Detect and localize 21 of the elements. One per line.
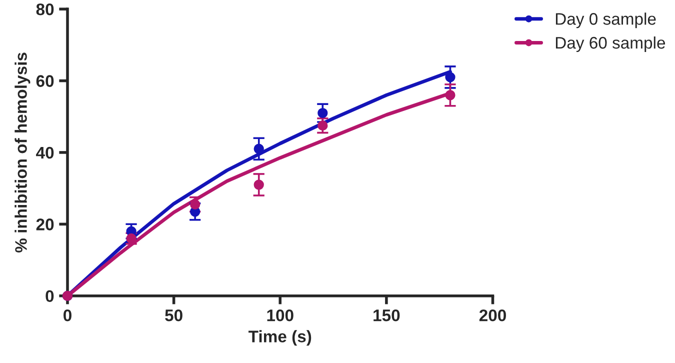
y-tick-label: 60 bbox=[36, 75, 54, 87]
legend-label: Day 0 sample bbox=[556, 12, 656, 28]
point bbox=[445, 90, 456, 100]
x-axis-title: Time (s) bbox=[248, 330, 312, 346]
point bbox=[445, 72, 456, 82]
x-tick-label: 50 bbox=[165, 309, 182, 322]
x-tick-label: 100 bbox=[267, 309, 294, 322]
point bbox=[318, 108, 328, 118]
point bbox=[254, 144, 264, 154]
y-tick-label: 40 bbox=[36, 146, 54, 159]
x-tick-label: 0 bbox=[64, 309, 72, 322]
point bbox=[254, 180, 264, 190]
point bbox=[190, 199, 200, 210]
x-tick-label: 150 bbox=[374, 309, 400, 322]
y-tick-label: 0 bbox=[46, 290, 54, 302]
y-tick-label: 20 bbox=[36, 218, 54, 230]
legend-label: Day 60 sample bbox=[556, 36, 666, 52]
x-tick-label: 200 bbox=[479, 309, 506, 322]
y-tick-label: 80 bbox=[36, 3, 54, 16]
point bbox=[318, 120, 328, 131]
y-axis-title: % inhibition of hemolysis bbox=[14, 52, 30, 253]
